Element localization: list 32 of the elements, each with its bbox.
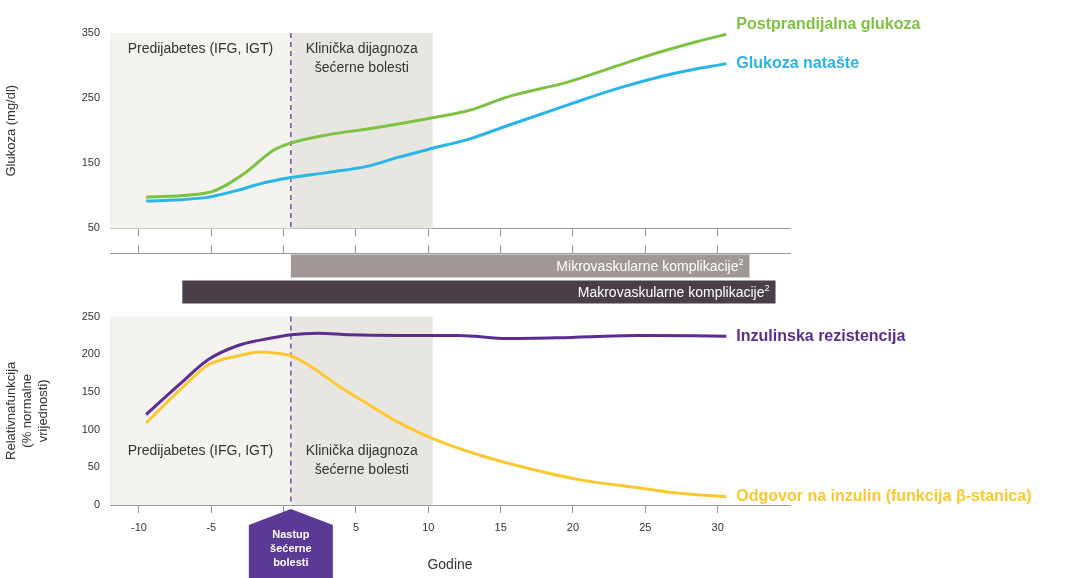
x-tick-label: 20 bbox=[566, 520, 580, 533]
band-label: Klinička dijagnoza šećerne bolesti bbox=[305, 441, 418, 477]
y-tick-label: 50 bbox=[87, 221, 100, 234]
x-tick-label: 10 bbox=[422, 520, 435, 533]
y-axis-title: Glukoza (mg/dl) bbox=[3, 84, 19, 177]
y-tick-label: 50 bbox=[87, 460, 100, 473]
y-tick-label: 100 bbox=[81, 422, 100, 435]
y-axis-title: Relativnafunkcija (% normalne vrijednosti) bbox=[3, 360, 50, 460]
series-label: Inzulinska rezistencija bbox=[736, 326, 906, 344]
x-tick-label: 30 bbox=[711, 520, 724, 533]
x-axis-title: Godine bbox=[427, 556, 473, 573]
x-tick-label: 5 bbox=[352, 520, 360, 533]
y-tick-label: 150 bbox=[81, 156, 100, 169]
series-label: Odgovor na inzulin (funkcija β-stanica) bbox=[736, 487, 1032, 505]
x-tick-label: -10 bbox=[130, 520, 147, 533]
y-tick-label: 150 bbox=[81, 384, 100, 397]
band-label: Klinička dijagnoza šećerne bolesti bbox=[305, 39, 418, 75]
y-tick-label: 200 bbox=[81, 347, 100, 360]
line-series bbox=[144, 62, 728, 203]
line-series bbox=[144, 331, 728, 417]
band-label: Predijabetes (IFG, IGT) bbox=[127, 39, 274, 56]
band-label: Predijabetes (IFG, IGT) bbox=[127, 441, 274, 458]
y-tick-label: 0 bbox=[93, 498, 100, 511]
ref-line-label: Nastup šećerne bolesti bbox=[270, 528, 312, 569]
series-label: Glukoza natašte bbox=[736, 54, 860, 72]
y-tick-label: 250 bbox=[81, 309, 100, 322]
y-tick-label: 250 bbox=[81, 91, 100, 104]
y-tick-label: 350 bbox=[81, 26, 100, 39]
x-tick-label: -5 bbox=[206, 520, 217, 533]
x-tick-label: 15 bbox=[494, 520, 507, 533]
series-label: Postprandijalna glukoza bbox=[736, 14, 921, 32]
x-tick-label: 25 bbox=[639, 520, 652, 533]
